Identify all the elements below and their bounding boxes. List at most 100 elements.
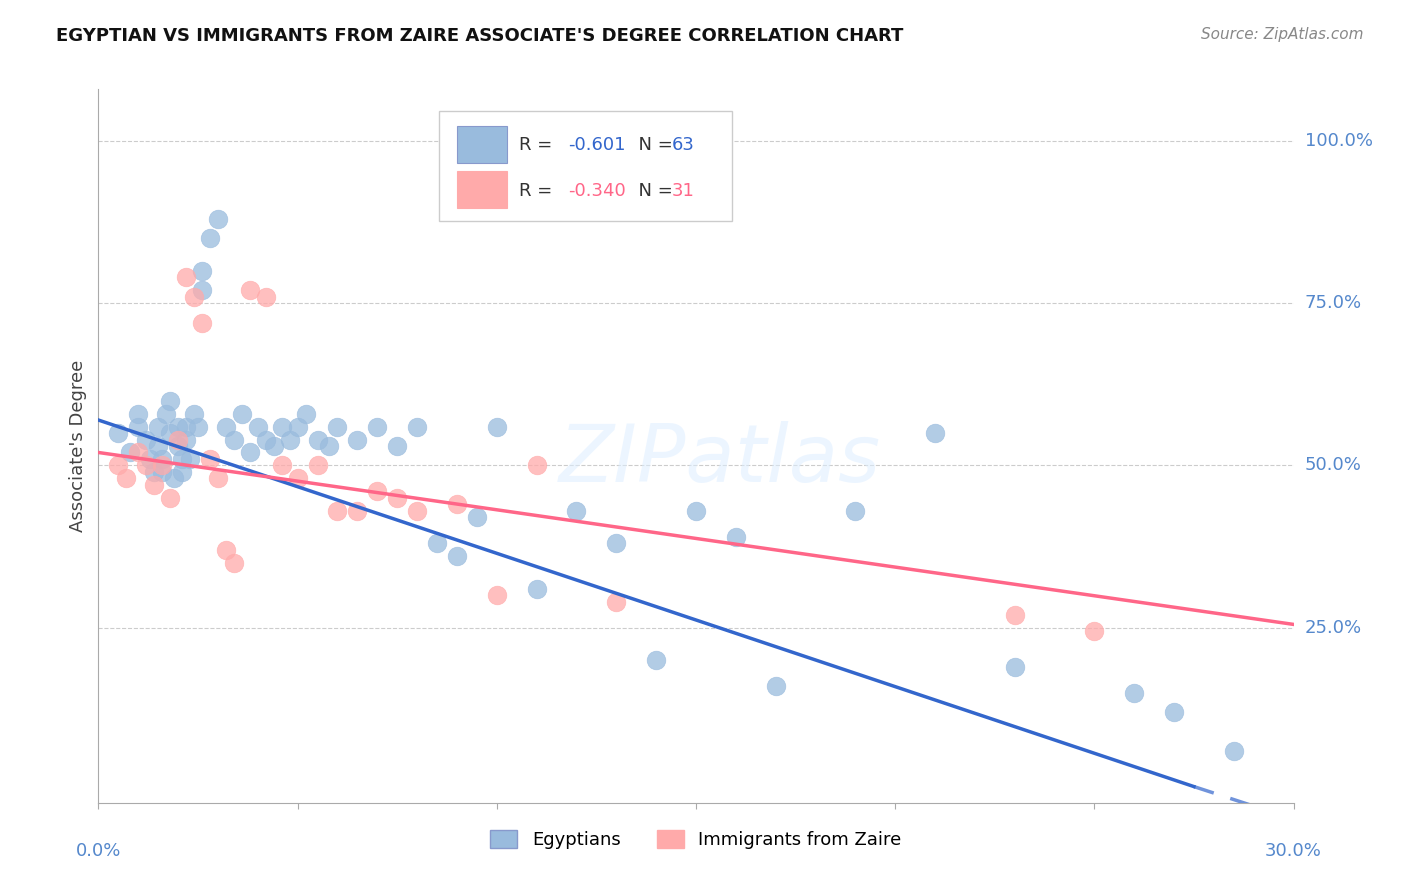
Text: 0.0%: 0.0%: [76, 842, 121, 860]
Point: [326, 504, 349, 518]
Point: [278, 433, 301, 447]
Point: [270, 419, 292, 434]
Text: 63: 63: [672, 136, 695, 153]
Point: [150, 458, 173, 473]
Point: [172, 465, 194, 479]
Point: [150, 452, 173, 467]
Point: [127, 407, 149, 421]
Text: R =: R =: [519, 182, 558, 200]
Point: [263, 439, 285, 453]
Point: [167, 433, 190, 447]
Point: [159, 425, 181, 440]
Point: [346, 433, 368, 447]
Point: [924, 425, 946, 440]
FancyBboxPatch shape: [457, 127, 508, 163]
Point: [287, 419, 309, 434]
Point: [115, 471, 138, 485]
Point: [1004, 607, 1026, 622]
Text: 100.0%: 100.0%: [1305, 132, 1372, 150]
Text: N =: N =: [627, 136, 678, 153]
Point: [307, 458, 329, 473]
Text: 25.0%: 25.0%: [1305, 619, 1362, 637]
Point: [526, 458, 548, 473]
Point: [159, 393, 181, 408]
Text: ZIPatlas: ZIPatlas: [558, 421, 882, 500]
Text: 30.0%: 30.0%: [1265, 842, 1322, 860]
Point: [239, 283, 262, 297]
Point: [215, 542, 238, 557]
Point: [179, 452, 201, 467]
Point: [254, 290, 277, 304]
Point: [1004, 659, 1026, 673]
Point: [844, 504, 866, 518]
Text: 75.0%: 75.0%: [1305, 294, 1362, 312]
Point: [207, 471, 229, 485]
Point: [107, 425, 129, 440]
Point: [385, 439, 409, 453]
Point: [326, 419, 349, 434]
Point: [246, 419, 269, 434]
Point: [307, 433, 329, 447]
Point: [143, 478, 166, 492]
Point: [191, 283, 214, 297]
Text: 31: 31: [672, 182, 695, 200]
Point: [605, 595, 627, 609]
Point: [1083, 624, 1105, 638]
Point: [187, 419, 209, 434]
Point: [183, 407, 205, 421]
Point: [366, 484, 388, 499]
Point: [565, 504, 588, 518]
Point: [215, 419, 238, 434]
Text: Source: ZipAtlas.com: Source: ZipAtlas.com: [1201, 27, 1364, 42]
Point: [685, 504, 707, 518]
Point: [222, 556, 245, 570]
Point: [318, 439, 340, 453]
Point: [172, 452, 194, 467]
Point: [135, 433, 157, 447]
Point: [446, 497, 468, 511]
Point: [366, 419, 388, 434]
Point: [127, 445, 149, 459]
Point: [191, 264, 214, 278]
Point: [239, 445, 262, 459]
Point: [167, 419, 190, 434]
Point: [270, 458, 292, 473]
Point: [183, 290, 205, 304]
Text: -0.340: -0.340: [568, 182, 626, 200]
Point: [127, 419, 149, 434]
Point: [159, 491, 181, 505]
Point: [765, 679, 787, 693]
Point: [120, 445, 142, 459]
Point: [287, 471, 309, 485]
Point: [135, 458, 157, 473]
Point: [148, 439, 170, 453]
Point: [446, 549, 468, 564]
Point: [163, 471, 186, 485]
Point: [605, 536, 627, 550]
Point: [294, 407, 316, 421]
Y-axis label: Associate's Degree: Associate's Degree: [69, 359, 87, 533]
Point: [167, 439, 190, 453]
Text: R =: R =: [519, 136, 558, 153]
Point: [148, 419, 170, 434]
Point: [174, 433, 197, 447]
Point: [485, 419, 508, 434]
Point: [107, 458, 129, 473]
Point: [645, 653, 668, 667]
Point: [526, 582, 548, 596]
Point: [155, 407, 177, 421]
Point: [198, 231, 221, 245]
Point: [191, 316, 214, 330]
Point: [426, 536, 449, 550]
Point: [139, 452, 162, 467]
Point: [143, 465, 166, 479]
Point: [465, 510, 488, 524]
Point: [385, 491, 409, 505]
Point: [254, 433, 277, 447]
Point: [1163, 705, 1185, 719]
Point: [406, 504, 429, 518]
Point: [198, 452, 221, 467]
Point: [485, 588, 508, 602]
Legend: Egyptians, Immigrants from Zaire: Egyptians, Immigrants from Zaire: [481, 821, 911, 858]
Point: [174, 270, 197, 285]
